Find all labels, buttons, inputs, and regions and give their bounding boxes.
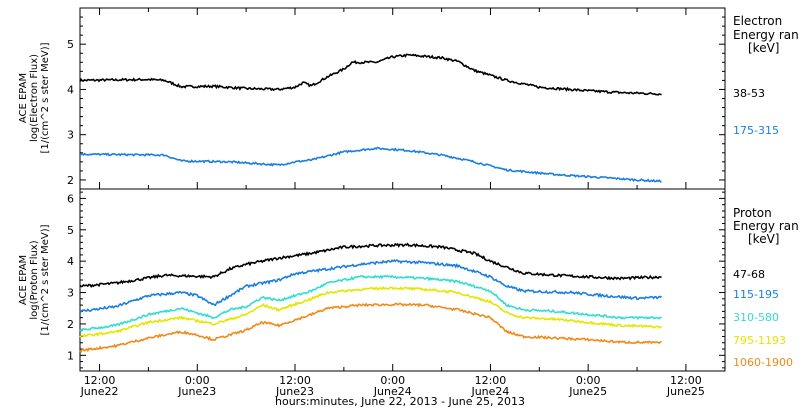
proton-y-axis: 1 2 3 4 5 6 [67,191,725,369]
proton-legend-title-3: [keV] [748,232,779,246]
xtick-label-time-36: 12:00 [279,374,311,387]
proton-series-795-1193 [79,285,662,338]
x-axis-label: hours:minutes, June 22, 2013 - June 25, … [275,395,525,408]
electron-ylabel-line-3: [1/(cm^2 s ster MeV)] [40,42,51,153]
electron-legend-175-315: 175-315 [733,124,779,137]
proton-legend-1060-1900: 1060-1900 [733,356,793,369]
electron-series-group [79,53,662,183]
proton-legend-entries: 47-68 115-195 310-580 795-1193 1060-1900 [733,268,793,369]
xtick-label-time-12: 12:00 [84,374,116,387]
proton-series-group [79,242,663,353]
electron-ytick-label-3: 3 [67,129,74,142]
xtick-label-date-84: June25 [666,385,705,398]
electron-legend-entries: 38-53 175-315 [733,87,779,137]
electron-series-175-315 [79,146,662,183]
proton-ytick-label-4: 4 [67,255,74,268]
xtick-label-date-12: June22 [80,385,119,398]
proton-legend-title-2: Energy ran [733,219,799,233]
proton-ytick-label-3: 3 [67,287,74,300]
electron-legend-title-2: Energy ran [733,28,799,42]
proton-series-115-195 [79,258,663,314]
proton-legend-47-68: 47-68 [733,268,765,281]
proton-ytick-label-1: 1 [67,349,74,362]
xtick-label-time-72: 0:00 [576,374,601,387]
xtick-label-date-36: June23 [275,385,314,398]
proton-legend-title-1: Proton [733,206,772,220]
proton-series-47-68 [79,242,662,289]
xtick-label-time-84: 12:00 [670,374,702,387]
electron-ylabel-line-2: log(Electron Flux) [29,54,40,142]
xtick-label-date-60: June24 [470,385,509,398]
proton-series-1060-1900 [79,302,662,353]
xtick-label-time-48: 0:00 [380,374,405,387]
proton-series-310-580 [79,274,662,333]
proton-legend-795-1193: 795-1193 [733,334,786,347]
electron-plot-frame [79,7,726,190]
proton-ytick-label-6: 6 [67,192,74,205]
electron-series-38-53 [79,53,662,96]
electron-ytick-label-5: 5 [67,38,74,51]
xtick-label-time-24: 0:00 [185,374,210,387]
xtick-label-date-24: June23 [177,385,216,398]
electron-ylabel-line-1: ACE EPAM [18,73,29,123]
electron-ytick-label-4: 4 [67,83,74,96]
xtick-label-date-48: June24 [373,385,412,398]
xtick-label-time-60: 12:00 [475,374,507,387]
proton-ytick-label-5: 5 [67,224,74,237]
electron-legend-38-53: 38-53 [733,87,765,100]
electron-y-axis: 2 3 4 5 [67,16,725,190]
electron-panel: 2 3 4 5 ACE EPAM log(Electron Flux) [1/(cm^… [18,7,799,190]
proton-legend-115-195: 115-195 [733,288,779,301]
proton-panel: 1 2 3 4 5 6 ACE EPAM log(Proton Flux) [1/(cm^… [18,188,799,372]
xtick-label-date-72: June25 [568,385,607,398]
x-axis: 12:00June220:00June2312:00June230:00June… [80,8,705,398]
electron-legend-title-3: [keV] [748,41,779,55]
proton-ylabel-line-2: log(Proton Flux) [29,240,40,319]
electron-ytick-label-2: 2 [67,174,74,187]
proton-ylabel-line-1: ACE EPAM [18,255,29,305]
proton-legend-310-580: 310-580 [733,311,779,324]
proton-ylabel-line-3: [1/(cm^2 s ster MeV)] [40,224,51,335]
electron-legend-title-1: Electron [733,14,782,28]
proton-ytick-label-2: 2 [67,318,74,331]
